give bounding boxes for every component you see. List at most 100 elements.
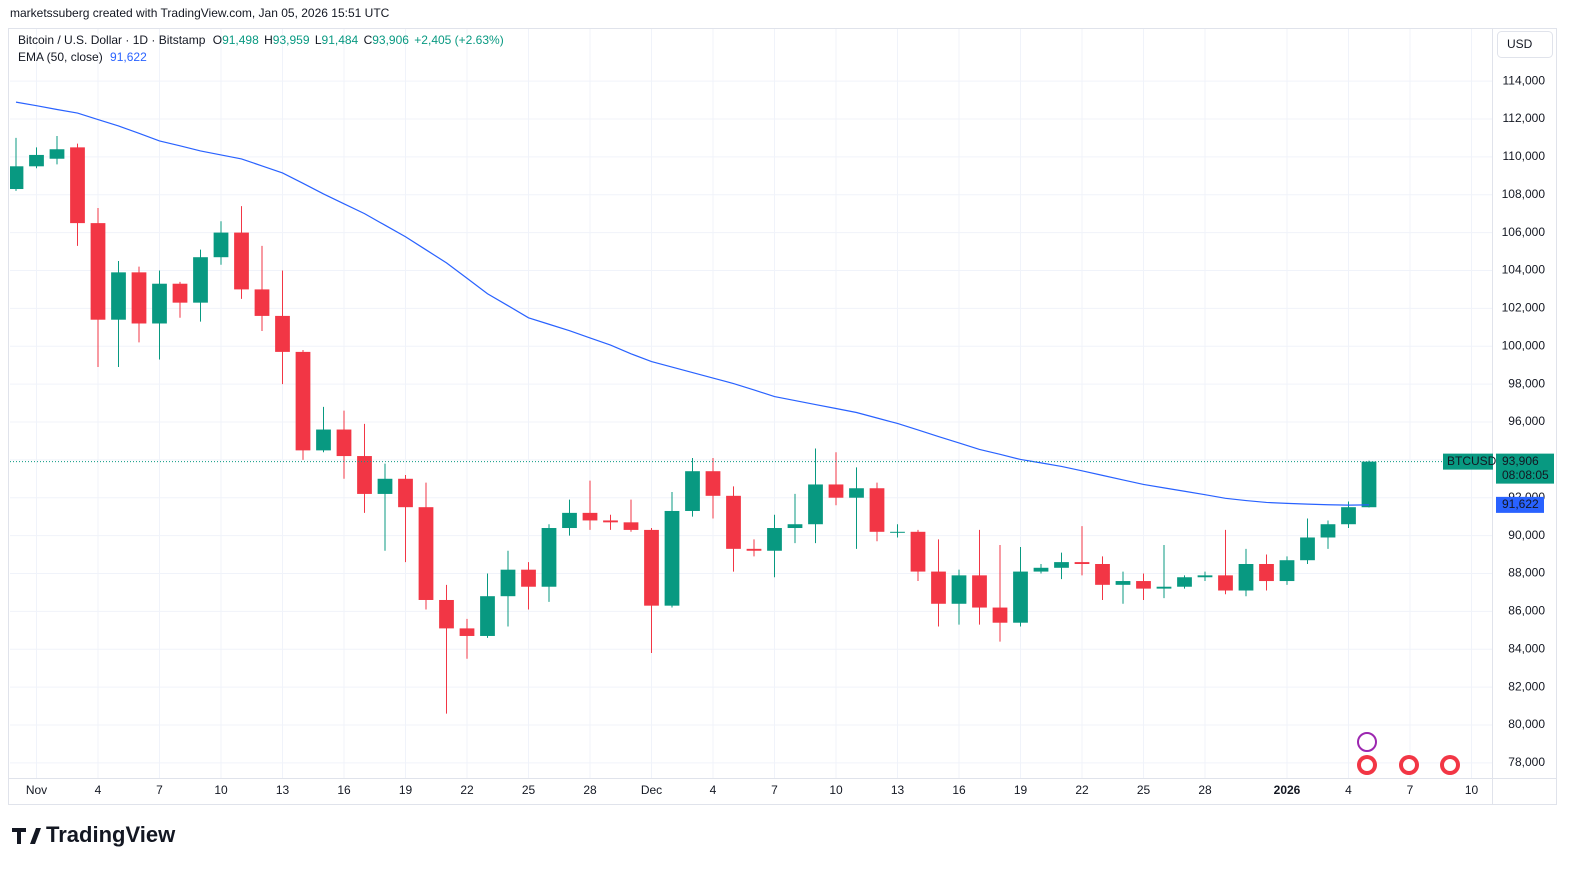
brand-logo bbox=[12, 828, 41, 844]
y-tick-label: 82,000 bbox=[1508, 679, 1545, 693]
currency[interactable]: USD bbox=[1507, 37, 1533, 51]
candle-body bbox=[480, 596, 495, 636]
candle-body bbox=[398, 478, 413, 508]
candle-body bbox=[152, 283, 167, 324]
change: +2,405 (+2.63%) bbox=[414, 33, 503, 47]
candle-body bbox=[1341, 507, 1356, 525]
candle-body bbox=[931, 571, 946, 604]
candle-body bbox=[254, 289, 270, 316]
symbol-tag bbox=[1443, 453, 1493, 470]
x-tick-label: 19 bbox=[1014, 783, 1028, 797]
candle-body bbox=[275, 315, 290, 352]
x-tick-label: 10 bbox=[214, 783, 228, 797]
y-tick-label: 106,000 bbox=[1502, 225, 1546, 239]
candle-body bbox=[1177, 577, 1192, 587]
x-tick-label: 7 bbox=[1407, 783, 1414, 797]
candle-body bbox=[787, 524, 803, 529]
candle-body bbox=[131, 272, 147, 324]
candle-body bbox=[685, 471, 700, 511]
countdown: 08:08:05 bbox=[1502, 468, 1549, 482]
candle-body bbox=[316, 429, 331, 451]
chart-frame bbox=[8, 28, 1557, 805]
currency-button[interactable] bbox=[1497, 31, 1553, 58]
x-tick-label: 10 bbox=[829, 783, 843, 797]
x-tick-label: 28 bbox=[1198, 783, 1212, 797]
y-tick-label: 108,000 bbox=[1502, 187, 1546, 201]
candle-body bbox=[603, 520, 618, 523]
candle-body bbox=[1013, 571, 1028, 623]
symbol: Bitcoin / U.S. Dollar · 1D · Bitstamp bbox=[18, 33, 206, 47]
candle-body bbox=[808, 484, 823, 525]
candle-body bbox=[910, 531, 926, 572]
y-tick-label: 114,000 bbox=[1503, 73, 1546, 87]
candle-body bbox=[767, 528, 782, 551]
y-tick-label: 104,000 bbox=[1502, 263, 1546, 277]
candle-body bbox=[726, 495, 741, 549]
x-tick-label: 25 bbox=[1137, 783, 1151, 797]
candle-body bbox=[10, 166, 24, 190]
symbol-tag-label: BTCUSD bbox=[1447, 454, 1497, 468]
candle-body bbox=[336, 429, 352, 457]
price-tag bbox=[1496, 453, 1554, 484]
x-tick-label: 16 bbox=[337, 783, 351, 797]
grid bbox=[10, 29, 1492, 778]
candle-body bbox=[623, 522, 639, 530]
candle-body bbox=[869, 488, 885, 532]
candle-body bbox=[1054, 562, 1069, 568]
event-flag-inner bbox=[1403, 759, 1415, 771]
candle-body bbox=[992, 607, 1008, 623]
candle-body bbox=[1238, 564, 1254, 591]
x-tick-label: 4 bbox=[710, 783, 717, 797]
legend-ema: EMA (50, close) 91,622 bbox=[18, 50, 147, 64]
x-tick-label: 2026 bbox=[1274, 783, 1301, 797]
brand: TradingView bbox=[46, 822, 176, 847]
axes: 78,000 80,000 82,000 84,000 86,000 88,000 90,0… bbox=[26, 73, 1554, 797]
x-tick-label: 13 bbox=[276, 783, 290, 797]
plot-area bbox=[10, 101, 1492, 714]
candle-body bbox=[29, 154, 44, 167]
candle-body bbox=[746, 548, 762, 551]
candle-body bbox=[234, 232, 249, 290]
ohlc-key: H bbox=[264, 33, 273, 47]
x-tick-label: 7 bbox=[156, 783, 163, 797]
x-tick-label: 25 bbox=[522, 783, 536, 797]
ohlc-value: 93,959 bbox=[273, 33, 310, 47]
candle-body bbox=[90, 223, 106, 320]
y-tick-label: 90,000 bbox=[1508, 528, 1545, 542]
candle-body bbox=[193, 257, 208, 303]
y-tick-label: 110,000 bbox=[1503, 149, 1546, 163]
y-tick-label: 102,000 bbox=[1502, 301, 1546, 315]
y-tick-label: 96,000 bbox=[1508, 414, 1545, 428]
attribution: marketssuberg created with TradingView.c… bbox=[10, 6, 390, 20]
candle-body bbox=[295, 351, 311, 451]
candle-body bbox=[357, 456, 372, 494]
candle-body bbox=[521, 569, 536, 587]
ohlc-value: 93,906 bbox=[372, 33, 409, 47]
candle-body bbox=[377, 478, 393, 494]
event-icons bbox=[1357, 732, 1460, 775]
candle-body bbox=[972, 575, 987, 608]
candle-body bbox=[70, 147, 85, 224]
event-icon[interactable] bbox=[1357, 732, 1377, 752]
x-tick-label: 7 bbox=[771, 783, 778, 797]
candle-body bbox=[1197, 575, 1213, 578]
y-tick-label: 80,000 bbox=[1508, 717, 1545, 731]
ema-value: 91,622 bbox=[110, 50, 147, 64]
event-flag-inner bbox=[1444, 759, 1456, 771]
x-tick-label: 4 bbox=[1345, 783, 1352, 797]
y-tick-label: 88,000 bbox=[1508, 566, 1545, 580]
candle-body bbox=[418, 507, 434, 600]
candle-body bbox=[1095, 564, 1110, 585]
candle-body bbox=[111, 272, 126, 320]
candle-body bbox=[1320, 524, 1336, 538]
candle-body bbox=[664, 510, 680, 606]
candle-body bbox=[1115, 581, 1131, 585]
candle-body bbox=[1300, 537, 1315, 561]
candle-body bbox=[1033, 567, 1049, 572]
candle-body bbox=[890, 531, 905, 533]
x-tick-label: 4 bbox=[95, 783, 102, 797]
candle-body bbox=[1156, 586, 1172, 589]
ohlc-key: C bbox=[364, 33, 373, 47]
